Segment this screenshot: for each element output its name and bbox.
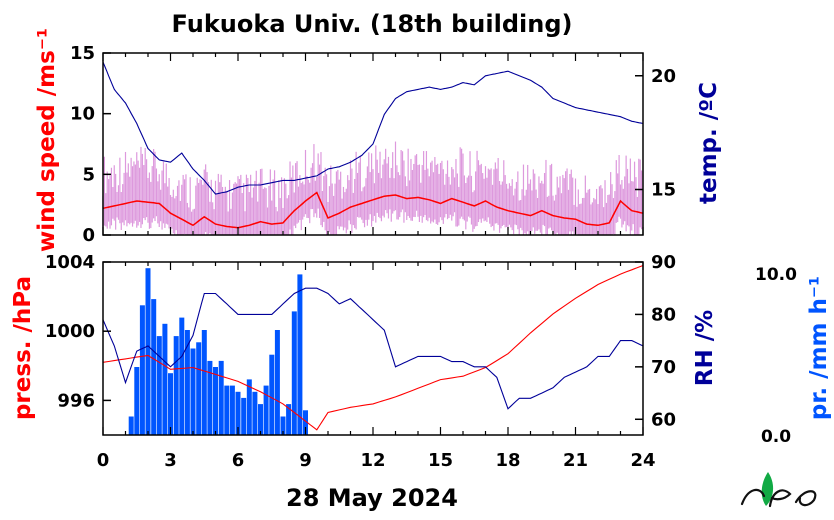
- right-tick-label: 70: [651, 357, 676, 378]
- humidity-line: [102, 287, 644, 410]
- right-tick-label: 20: [651, 66, 676, 87]
- precip-bar: [258, 404, 263, 435]
- precip-bar: [184, 330, 190, 435]
- logo-leaf: [761, 472, 774, 506]
- precip-tick-bottom: 0.0: [761, 427, 791, 447]
- temp-axis-label: temp. /ºC: [696, 82, 722, 204]
- x-tick-label: 3: [164, 450, 177, 471]
- precip-bar: [252, 391, 258, 436]
- wind-axis-label: wind speed /ms⁻¹: [34, 28, 60, 252]
- precip-bar: [168, 373, 173, 435]
- x-tick-label: 6: [232, 450, 245, 471]
- left-tick-label: 15: [70, 43, 95, 64]
- precip-bar: [156, 336, 162, 435]
- precip-bar: [263, 385, 269, 435]
- pressure-series: [102, 264, 644, 431]
- top-panel: 0 5 10 15 15 20: [70, 43, 676, 246]
- rh-axis-label: RH /%: [692, 310, 718, 386]
- wind-speed-series: [102, 191, 644, 229]
- temperature-series: [102, 61, 644, 195]
- precip-bar: [201, 330, 207, 435]
- precip-bar: [246, 379, 252, 435]
- precip-bar: [269, 354, 275, 435]
- date-label: 28 May 2024: [286, 484, 458, 512]
- precip-bar: [190, 348, 196, 435]
- left-tick-label: 0: [82, 225, 95, 246]
- precip-bar: [151, 299, 157, 435]
- precip-bar: [173, 336, 179, 435]
- left-tick-label: 5: [82, 164, 95, 185]
- precip-bar: [224, 385, 230, 435]
- precip-bar: [145, 268, 151, 435]
- logo-script: [740, 488, 817, 508]
- precip-bar: [286, 404, 292, 435]
- right-tick-label: 80: [651, 304, 676, 325]
- precip-bar: [134, 367, 140, 435]
- left-tick-label: 996: [57, 390, 95, 411]
- x-tick-label: 15: [428, 450, 453, 471]
- precip-bar: [179, 317, 185, 435]
- right-tick-label: 60: [651, 409, 676, 430]
- precip-bar: [235, 391, 241, 436]
- x-tick-label: 21: [563, 450, 588, 471]
- left-tick-label: 1004: [45, 252, 95, 273]
- precip-bar: [241, 397, 247, 435]
- x-tick-label: 18: [495, 450, 520, 471]
- precip-bar: [196, 342, 202, 435]
- precip-bar: [274, 330, 280, 435]
- institution-logo: [740, 472, 817, 508]
- precip-axis-label: pr. /mm h⁻¹: [806, 276, 832, 420]
- precipitation-bars: [128, 268, 308, 436]
- precip-bar: [139, 305, 145, 436]
- precip-bar: [162, 323, 168, 435]
- x-tick-label: 9: [299, 450, 312, 471]
- pressure-line: [102, 264, 644, 431]
- press-axis-label: press. /hPa: [10, 276, 36, 420]
- temperature-line: [102, 61, 644, 195]
- x-tick-label: 0: [97, 450, 110, 471]
- precip-bar: [213, 367, 218, 435]
- wind-speed-line: [102, 191, 644, 229]
- right-tick-label: 15: [651, 180, 676, 201]
- precip-bar: [207, 360, 213, 435]
- precip-bar: [229, 385, 235, 435]
- left-tick-label: 1000: [45, 321, 95, 342]
- chart-title: Fukuoka Univ. (18th building): [172, 10, 573, 38]
- bottom-panel: 996 1000 1004 60 70 80 90 0 3 6 9 12 15 18 21 24: [45, 252, 676, 471]
- precip-bar: [128, 416, 134, 435]
- precip-bar: [297, 274, 303, 435]
- bottom-panel-ticks: 996 1000 1004 60 70 80 90 0 3 6 9 12 15 18 21 24: [45, 252, 676, 471]
- left-tick-label: 10: [70, 104, 95, 125]
- precip-bar: [303, 410, 308, 435]
- precip-bar: [291, 311, 297, 435]
- x-tick-label: 12: [360, 450, 385, 471]
- humidity-series: [102, 287, 644, 410]
- right-tick-label: 90: [651, 252, 676, 273]
- x-tick-label: 24: [630, 450, 655, 471]
- precip-tick-top: 10.0: [755, 265, 797, 285]
- precip-bar: [218, 360, 224, 435]
- precip-bar: [280, 416, 286, 435]
- top-panel-ticks: 0 5 10 15 15 20: [70, 43, 676, 246]
